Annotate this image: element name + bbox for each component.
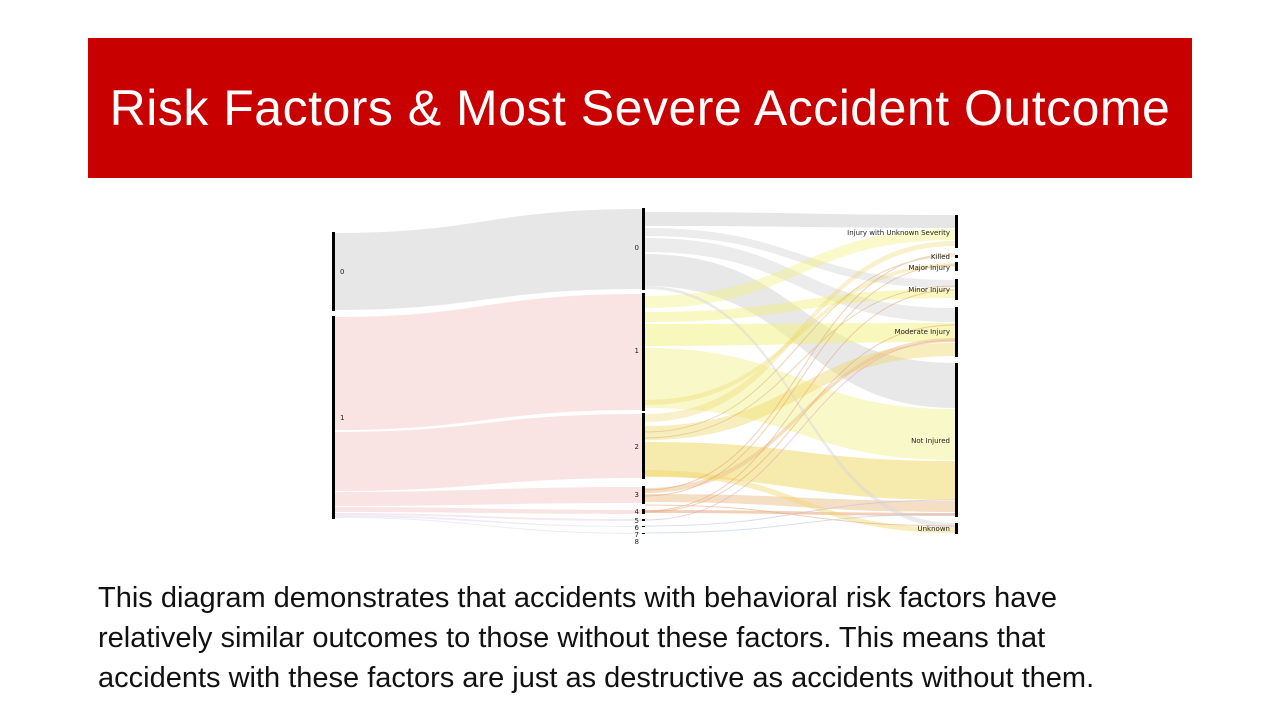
flow-M0-R4 — [645, 238, 955, 322]
flow-M0-R6 — [645, 286, 955, 528]
flow-M2-R6 — [645, 470, 955, 533]
node-mid-1 — [642, 293, 645, 411]
flow-L1-M2 — [335, 414, 642, 491]
flow-M1-R4 — [645, 323, 955, 346]
node-bars — [332, 208, 958, 534]
caption-line: accidents with these factors are just as… — [98, 662, 1095, 694]
node-right-3 — [955, 279, 958, 300]
node-mid-6-label: 6 — [635, 524, 640, 532]
flow-L1-M1 — [335, 294, 642, 430]
thin-flow — [644, 253, 956, 491]
thin-flow — [644, 513, 956, 534]
flow-L1-M3 — [335, 487, 642, 506]
node-right-6 — [955, 523, 958, 534]
title-banner: Risk Factors & Most Severe Accident Outc… — [88, 38, 1192, 178]
thin-flow — [644, 499, 956, 527]
thin-flow — [644, 255, 956, 433]
flow-M2-R4 — [645, 343, 955, 440]
slide-title: Risk Factors & Most Severe Accident Outc… — [109, 80, 1171, 136]
node-right-0-label: Injury with Unknown Severity — [847, 229, 950, 237]
node-mid-3-label: 3 — [635, 491, 639, 499]
node-right-4-label: Moderate Injury — [895, 328, 950, 336]
flow-M1-R0 — [645, 229, 955, 308]
slide-caption: This diagram demonstrates that accidents… — [98, 578, 1218, 698]
thin-flow — [644, 504, 956, 527]
sankey-diagram: 0 1 0 1 2 3 4 5 6 7 8 Injury with Unknow… — [332, 208, 958, 546]
caption-line: relatively similar outcomes to those wit… — [98, 622, 1046, 654]
flow-L0-M0 — [335, 209, 642, 310]
node-left-1-label: 1 — [340, 414, 344, 422]
node-right-4 — [955, 307, 958, 357]
flow-L1-M4 — [335, 507, 642, 514]
flow-L1-M5 — [335, 513, 642, 521]
node-right-3-label: Minor Injury — [908, 286, 950, 294]
node-mid-4-label: 4 — [635, 508, 640, 516]
node-mid-7 — [642, 533, 645, 534]
node-mid-5 — [642, 519, 645, 521]
node-left-0-label: 0 — [340, 268, 344, 276]
flow-M0-R3 — [645, 228, 955, 288]
flow-M3-R4 — [645, 338, 955, 493]
node-mid-2 — [642, 413, 645, 479]
node-right-1-label: Killed — [931, 253, 950, 261]
node-mid-0-label: 0 — [635, 244, 639, 252]
thin-flow — [644, 285, 956, 439]
node-mid-7-label: 7 — [635, 531, 639, 539]
node-mid-3 — [642, 486, 645, 504]
node-right-1 — [955, 255, 958, 258]
node-right-2-label: Major Injury — [908, 264, 950, 272]
node-labels: 0 1 0 1 2 3 4 5 6 7 8 Injury with Unknow… — [340, 229, 950, 546]
flow-L1-M7 — [335, 517, 642, 534]
thin-flow — [644, 324, 956, 513]
flow-M2-R5 — [645, 442, 955, 500]
node-mid-6 — [642, 526, 645, 527]
flow-M1-R2 — [645, 263, 955, 405]
thin-flow — [644, 339, 956, 521]
node-mid-5-label: 5 — [635, 517, 639, 525]
flow-L1-M6 — [335, 515, 642, 527]
node-right-0 — [955, 215, 958, 248]
node-right-6-label: Unknown — [918, 525, 951, 533]
node-mid-4 — [642, 509, 645, 514]
flow-M3-R5 — [645, 494, 955, 512]
node-right-2 — [955, 262, 958, 271]
node-right-5 — [955, 363, 958, 517]
left-flows — [335, 209, 642, 534]
node-mid-0 — [642, 208, 645, 290]
node-right-5-label: Not Injured — [911, 437, 950, 445]
node-mid-8-label: 8 — [635, 538, 639, 546]
node-left-1 — [332, 316, 335, 519]
thin-flow-lines — [644, 253, 956, 534]
node-mid-2-label: 2 — [635, 443, 639, 451]
thin-flow — [644, 264, 956, 497]
node-mid-1-label: 1 — [635, 347, 639, 355]
node-left-0 — [332, 232, 335, 311]
caption-line: This diagram demonstrates that accidents… — [98, 582, 1058, 614]
thin-flow — [644, 289, 956, 512]
flow-M2-R0 — [645, 241, 955, 422]
flow-M1-R5 — [645, 348, 955, 460]
right-flows — [645, 212, 955, 533]
flow-M0-R0 — [645, 212, 955, 228]
